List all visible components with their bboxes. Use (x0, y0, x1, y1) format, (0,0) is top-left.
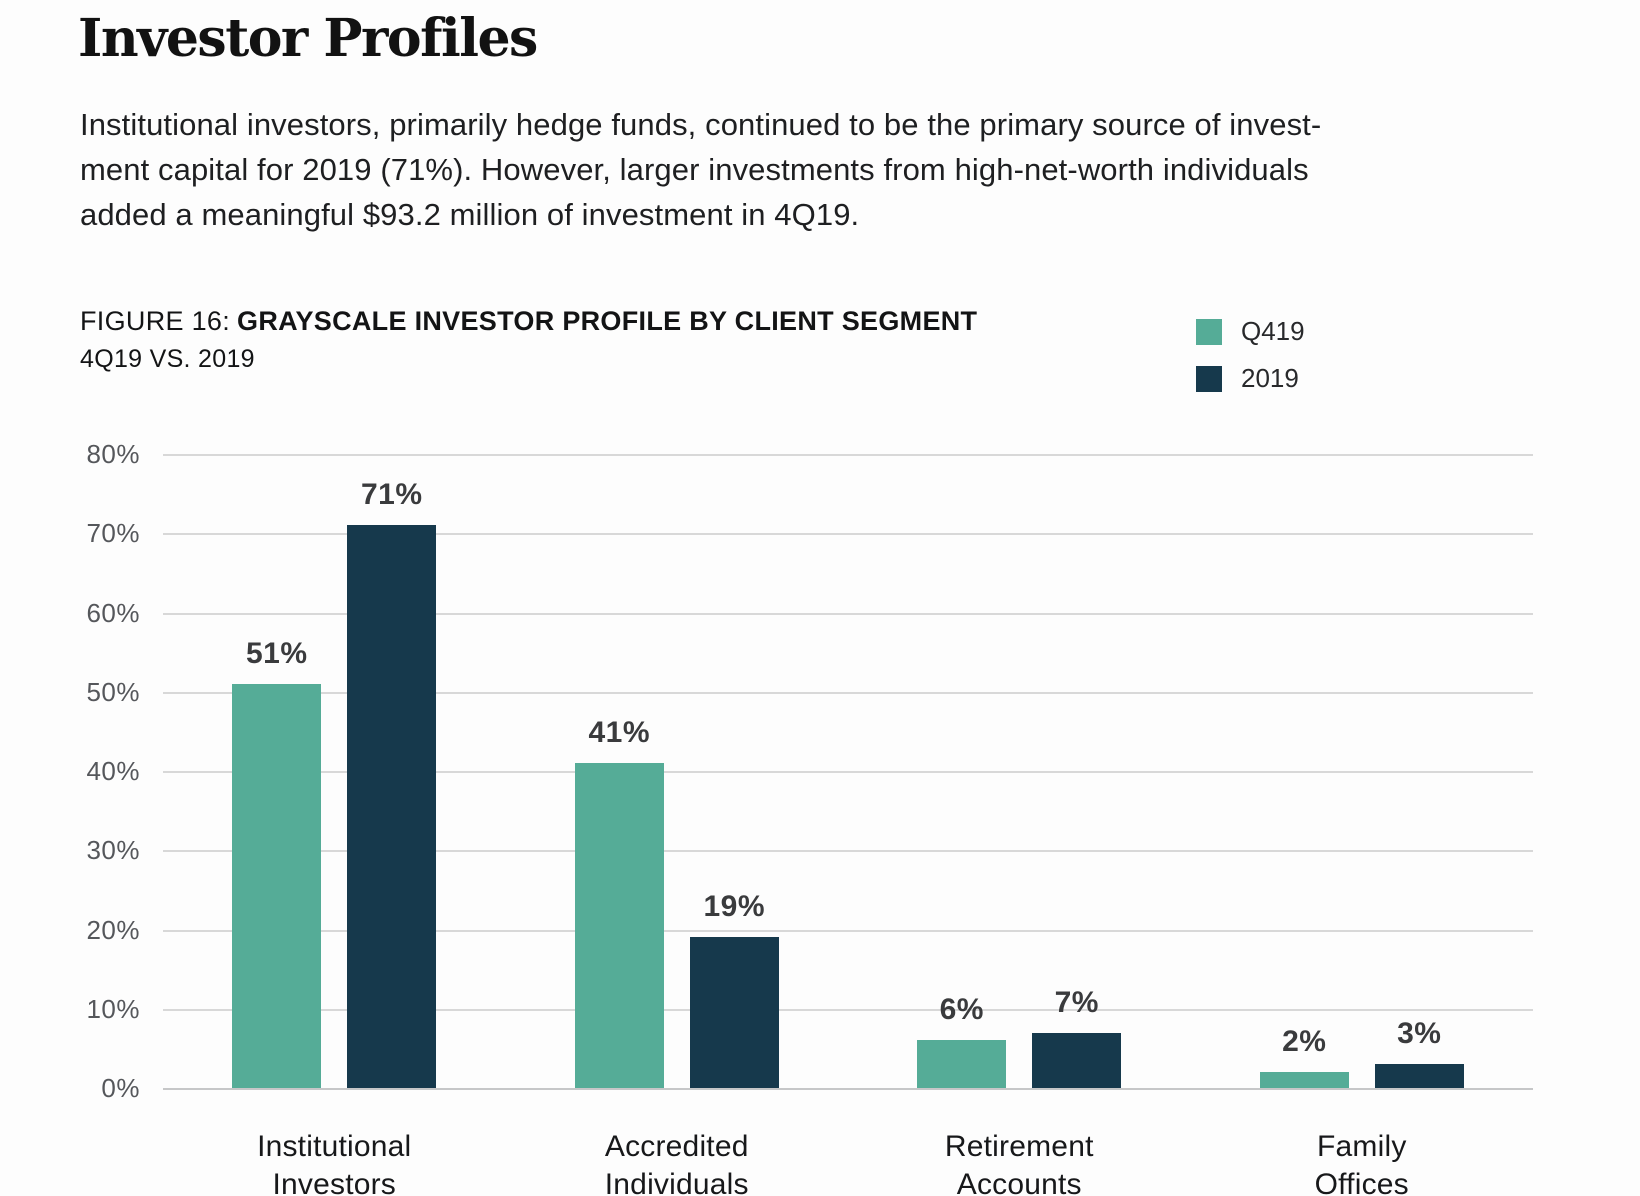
y-gridline-80% (163, 454, 1533, 456)
bar-2019-retirement-accounts: 7% (1032, 986, 1122, 1088)
figure-title: GRAYSCALE INVESTOR PROFILE BY CLIENT SEG… (237, 306, 978, 336)
y-gridline-70% (163, 533, 1533, 536)
y-tick-label-50%: 50% (86, 676, 140, 707)
category-label-family-offices: Family Offices (1314, 1130, 1409, 1196)
legend-swatch-q419-icon (1196, 318, 1222, 345)
y-gridline-30% (163, 850, 1533, 853)
y-gridline-40% (163, 771, 1533, 773)
bar-value-2019-institutional-investors: 71% (360, 478, 423, 512)
y-tick-label-60%: 60% (86, 597, 140, 628)
legend-label-2019: 2019 (1241, 363, 1299, 393)
bar-value-q419-accredited-individuals: 41% (588, 716, 651, 750)
chart-legend: Q419 2019 (1196, 316, 1305, 410)
bar-q419-family-offices: 2% (1259, 1025, 1349, 1088)
legend-item-2019: 2019 (1196, 363, 1305, 394)
legend-item-q419: Q419 (1196, 316, 1305, 347)
y-tick-label-80%: 80% (86, 439, 140, 469)
y-tick-label-0%: 0% (101, 1073, 140, 1103)
bar-q419-retirement-accounts: 6% (917, 993, 1007, 1088)
bar-group-accredited-individuals: 41% 19% (506, 454, 849, 1088)
bar-2019-accredited-individuals: 19% (689, 890, 779, 1088)
figure-number-label: FIGURE 16: (80, 306, 231, 336)
y-gridline-10% (163, 1008, 1533, 1011)
y-tick-label-70%: 70% (86, 518, 140, 549)
figure-caption: FIGURE 16: GRAYSCALE INVESTOR PROFILE BY … (80, 306, 977, 374)
bar-value-q419-family-offices: 2% (1282, 1025, 1327, 1059)
bar-q419-accredited-individuals: 41% (574, 716, 664, 1088)
category-label-accredited-individuals: Accredited Individuals (604, 1130, 749, 1196)
bar-group-retirement-accounts: 6% 7% (848, 454, 1191, 1088)
bar-value-q419-retirement-accounts: 6% (939, 993, 984, 1027)
bar-chart: 0% 10% 20% 30% 40% 50% 60% 70% 80% 51% 71% Institut… (86, 439, 1534, 1196)
figure-subtitle: 4Q19 VS. 2019 (80, 345, 255, 373)
legend-label-q419: Q419 (1241, 316, 1305, 346)
bar-value-2019-family-offices: 3% (1397, 1017, 1442, 1051)
y-tick-label-20%: 20% (86, 914, 140, 945)
bar-group-family-offices: 2% 3% (1191, 454, 1534, 1088)
page-title: Investor Profiles (78, 8, 538, 69)
y-gridline-20% (163, 929, 1533, 932)
intro-paragraph: Institutional investors, primarily hedge… (80, 107, 1322, 232)
y-tick-label-10%: 10% (86, 993, 140, 1024)
category-label-institutional-investors: Institutional Investors (257, 1130, 412, 1196)
y-tick-label-40%: 40% (86, 756, 140, 786)
y-tick-label-30%: 30% (86, 835, 140, 866)
bar-2019-family-offices: 3% (1374, 1017, 1464, 1088)
bar-2019-institutional-investors: 71% (347, 478, 437, 1088)
figure-caption-line1: FIGURE 16: GRAYSCALE INVESTOR PROFILE BY … (80, 306, 977, 337)
bar-value-2019-retirement-accounts: 7% (1054, 985, 1099, 1019)
bar-value-2019-accredited-individuals: 19% (703, 890, 766, 924)
bar-q419-institutional-investors: 51% (232, 637, 322, 1088)
category-label-retirement-accounts: Retirement Accounts (944, 1130, 1094, 1196)
legend-swatch-2019-icon (1196, 365, 1222, 392)
y-gridline-60% (163, 612, 1533, 615)
y-gridline-0% (163, 1088, 1533, 1090)
bar-value-q419-institutional-investors: 51% (245, 636, 308, 670)
bar-group-institutional-investors: 51% 71% (163, 454, 506, 1088)
y-gridline-50% (163, 691, 1533, 694)
